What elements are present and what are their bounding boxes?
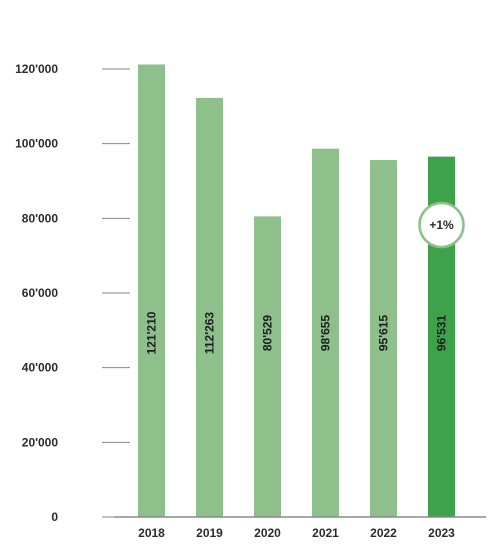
y-axis: 0 20'000 40'000 60'000 80'000 100'000 120'000 [15, 62, 130, 524]
bar-value-label: 98'655 [319, 315, 333, 352]
bar-2020 [254, 216, 281, 517]
bar-2021 [312, 148, 339, 518]
y-tick-label: 0 [51, 510, 58, 524]
bar-value-label: 121'210 [145, 311, 159, 354]
y-tick-label: 80'000 [22, 211, 59, 225]
change-badge: +1% [418, 201, 465, 249]
x-tick-label: 2019 [196, 526, 223, 540]
bars: 121'210 112'263 80'529 98'655 95'615 96'531 [138, 64, 455, 518]
bar-value-label: 80'529 [261, 315, 275, 352]
x-tick-label: 2018 [138, 526, 165, 540]
x-tick-label: 2021 [312, 526, 339, 540]
y-tick-label: 60'000 [22, 286, 59, 300]
bar-value-label: 96'531 [435, 315, 449, 352]
badge-circle [418, 201, 465, 249]
y-tick-label: 100'000 [15, 137, 58, 151]
bar-2018 [138, 64, 165, 517]
bar-value-label: 112'263 [203, 312, 217, 355]
x-axis: 2018 2019 2020 2021 2022 2023 [114, 516, 486, 540]
x-tick-label: 2022 [370, 526, 397, 540]
x-tick-label: 2023 [428, 526, 455, 540]
x-tick-label: 2020 [254, 526, 281, 540]
bar-value-label: 95'615 [377, 315, 391, 352]
y-tick-label: 120'000 [15, 62, 58, 76]
bar-2019 [196, 97, 223, 517]
y-tick-label: 20'000 [22, 435, 59, 449]
bar-2022 [370, 160, 397, 517]
y-tick-label: 40'000 [22, 361, 59, 375]
badge-label: +1% [429, 218, 454, 232]
